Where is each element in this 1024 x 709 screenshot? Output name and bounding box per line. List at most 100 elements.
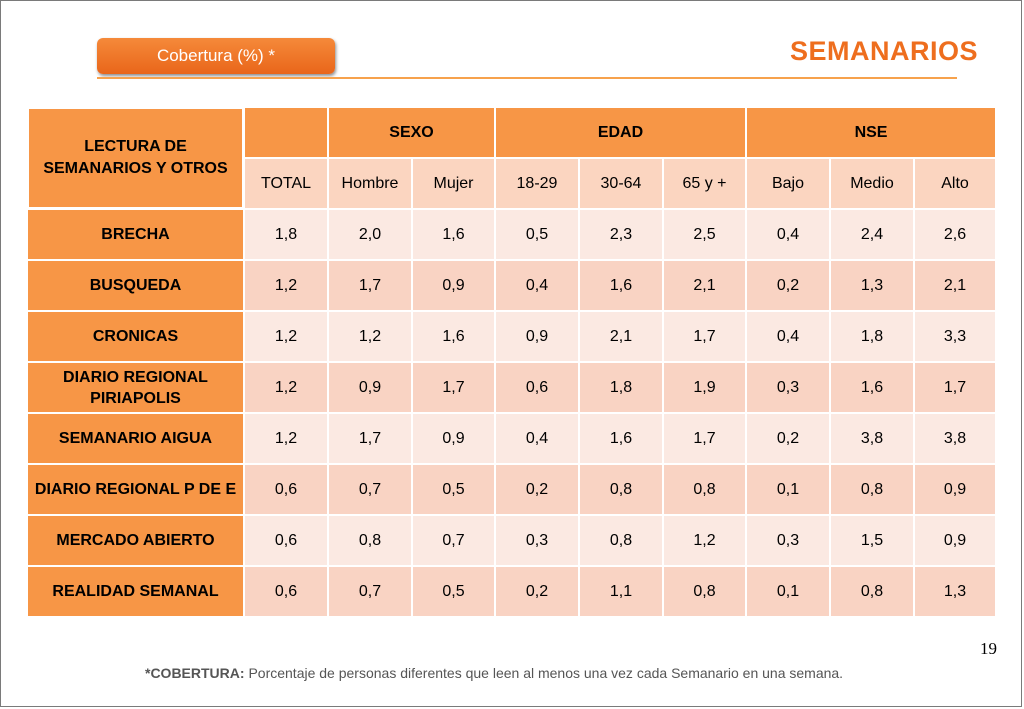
table-cell: 3,3 [915, 312, 998, 363]
table-cell: 1,6 [831, 363, 915, 414]
table-cell: 2,4 [831, 210, 915, 261]
table-cell: 0,5 [413, 465, 496, 516]
table-cell: 0,6 [245, 465, 329, 516]
table-cell: 0,1 [747, 465, 831, 516]
table-cell: 0,6 [245, 516, 329, 567]
table-cell: 0,9 [915, 465, 998, 516]
table-row: MERCADO ABIERTO 0,6 0,8 0,7 0,3 0,8 1,2 0,3 1,5 0… [28, 516, 998, 567]
footnote-term: *COBERTURA: [145, 665, 245, 681]
table-cell: 0,9 [496, 312, 580, 363]
column-header: 65 y + [664, 159, 747, 210]
row-label: BUSQUEDA [28, 261, 245, 312]
table-cell: 0,8 [664, 465, 747, 516]
coverage-badge: Cobertura (%) * [97, 38, 335, 74]
table-cell: 1,5 [831, 516, 915, 567]
table-cell: 0,2 [747, 261, 831, 312]
row-label: REALIDAD SEMANAL [28, 567, 245, 618]
table-cell: 1,7 [664, 312, 747, 363]
table-cell: 0,5 [496, 210, 580, 261]
table-cell: 1,6 [413, 210, 496, 261]
table-cell: 1,8 [831, 312, 915, 363]
table-cell: 0,7 [413, 516, 496, 567]
table-cell: 1,8 [580, 363, 664, 414]
table-cell: 0,3 [747, 363, 831, 414]
table-cell: 0,8 [580, 465, 664, 516]
footnote: *COBERTURA: Porcentaje de personas difer… [145, 664, 885, 683]
table-cell: 1,2 [245, 363, 329, 414]
table-cell: 0,2 [747, 414, 831, 465]
table-cell: 1,6 [580, 261, 664, 312]
table-cell: 1,2 [245, 414, 329, 465]
row-label: CRONICAS [28, 312, 245, 363]
row-label: BRECHA [28, 210, 245, 261]
column-header: Bajo [747, 159, 831, 210]
group-header-sexo: SEXO [329, 108, 496, 159]
table-cell: 1,6 [580, 414, 664, 465]
table-cell: 1,7 [329, 414, 413, 465]
corner-label: LECTURA DE SEMANARIOS Y OTROS [28, 108, 245, 210]
table-cell: 0,7 [329, 567, 413, 618]
page-title: SEMANARIOS [789, 36, 978, 66]
table-cell: 1,2 [329, 312, 413, 363]
column-header: Mujer [413, 159, 496, 210]
table-cell: 0,6 [496, 363, 580, 414]
table-cell: 2,6 [915, 210, 998, 261]
column-header: TOTAL [245, 159, 329, 210]
table-cell: 3,8 [915, 414, 998, 465]
table-cell: 0,2 [496, 567, 580, 618]
table-cell: 1,2 [245, 312, 329, 363]
empty-header-cell [245, 108, 329, 159]
table-cell: 1,6 [413, 312, 496, 363]
table-cell: 0,9 [413, 414, 496, 465]
title-divider [97, 77, 957, 79]
table-cell: 0,4 [496, 414, 580, 465]
row-label: DIARIO REGIONAL PIRIAPOLIS [28, 363, 245, 414]
table-cell: 0,9 [329, 363, 413, 414]
table-cell: 0,4 [747, 312, 831, 363]
table-cell: 0,6 [245, 567, 329, 618]
table-cell: 1,1 [580, 567, 664, 618]
table-cell: 0,8 [831, 465, 915, 516]
table-cell: 0,9 [413, 261, 496, 312]
table-cell: 1,8 [245, 210, 329, 261]
table-cell: 0,8 [329, 516, 413, 567]
group-header-nse: NSE [747, 108, 998, 159]
table-cell: 1,3 [915, 567, 998, 618]
table-cell: 0,3 [747, 516, 831, 567]
table-cell: 0,4 [496, 261, 580, 312]
table-cell: 2,1 [580, 312, 664, 363]
table-cell: 1,7 [915, 363, 998, 414]
table-cell: 0,8 [831, 567, 915, 618]
table-cell: 1,7 [413, 363, 496, 414]
table-row: REALIDAD SEMANAL 0,6 0,7 0,5 0,2 1,1 0,8 0,1 0,8… [28, 567, 998, 618]
row-label: MERCADO ABIERTO [28, 516, 245, 567]
table-cell: 0,2 [496, 465, 580, 516]
table-cell: 0,5 [413, 567, 496, 618]
table-cell: 1,3 [831, 261, 915, 312]
table-cell: 2,1 [664, 261, 747, 312]
table-cell: 0,8 [580, 516, 664, 567]
table-cell: 0,4 [747, 210, 831, 261]
row-label: DIARIO REGIONAL P DE E [28, 465, 245, 516]
table-cell: 0,3 [496, 516, 580, 567]
column-header: Hombre [329, 159, 413, 210]
table-row: BRECHA 1,8 2,0 1,6 0,5 2,3 2,5 0,4 2,4 2,6 [28, 210, 998, 261]
column-header: 18-29 [496, 159, 580, 210]
table-cell: 1,2 [245, 261, 329, 312]
row-label: SEMANARIO AIGUA [28, 414, 245, 465]
footnote-text: Porcentaje de personas diferentes que le… [244, 665, 844, 681]
table-cell: 2,5 [664, 210, 747, 261]
table-row: CRONICAS 1,2 1,2 1,6 0,9 2,1 1,7 0,4 1,8 3,3 [28, 312, 998, 363]
table-cell: 1,9 [664, 363, 747, 414]
table-row: DIARIO REGIONAL P DE E 0,6 0,7 0,5 0,2 0,8 0,8… [28, 465, 998, 516]
table-cell: 3,8 [831, 414, 915, 465]
group-header-row: LECTURA DE SEMANARIOS Y OTROS SEXO EDAD … [28, 108, 998, 210]
column-header: 30-64 [580, 159, 664, 210]
table-row: DIARIO REGIONAL PIRIAPOLIS 1,2 0,9 1,7 0,6 1,… [28, 363, 998, 414]
readership-table: LECTURA DE SEMANARIOS Y OTROS SEXO EDAD … [28, 108, 998, 618]
table-cell: 2,0 [329, 210, 413, 261]
table-cell: 1,7 [664, 414, 747, 465]
group-header-edad: EDAD [496, 108, 747, 159]
table-cell: 0,1 [747, 567, 831, 618]
